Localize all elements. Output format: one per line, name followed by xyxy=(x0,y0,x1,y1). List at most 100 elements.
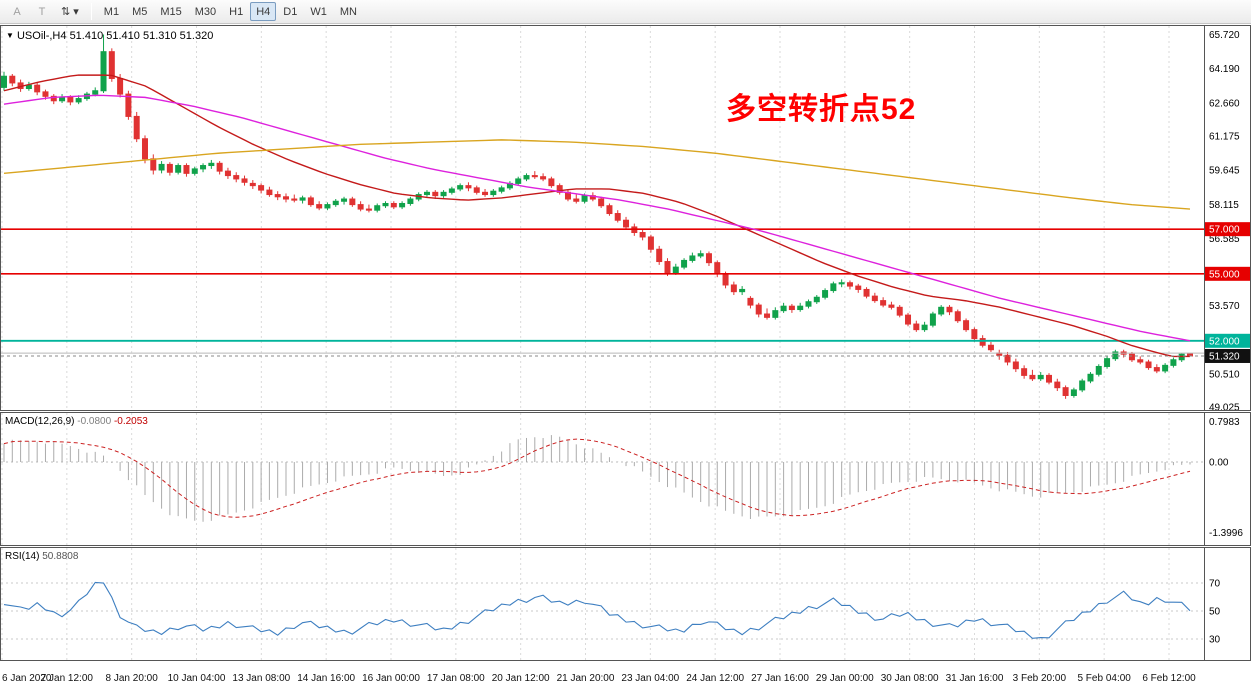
candle-body xyxy=(1004,354,1011,363)
candle-body xyxy=(722,273,729,286)
candle-body xyxy=(1112,351,1119,360)
chart-title-overlay: ▼ USOil-,H4 51.410 51.410 51.310 51.320 xyxy=(6,30,213,42)
candle-body xyxy=(324,204,331,209)
candle-body xyxy=(623,219,630,228)
candle-body xyxy=(714,262,721,275)
candle-body xyxy=(92,90,99,95)
candle-body xyxy=(880,300,887,306)
tool-text-button[interactable]: T xyxy=(30,2,54,21)
collapse-triangle-icon[interactable]: ▼ xyxy=(6,31,14,40)
time-axis-label: 31 Jan 16:00 xyxy=(945,673,1004,684)
time-axis-label: 17 Jan 08:00 xyxy=(426,673,485,684)
candle-body xyxy=(938,306,945,315)
candlestick-series xyxy=(1,34,1193,399)
macd-signal-value: -0.2053 xyxy=(113,416,148,427)
hline-price-label-box xyxy=(1205,222,1251,237)
timeframe-button-m30[interactable]: M30 xyxy=(189,2,222,21)
ohlc-values: 51.410 51.410 51.310 51.320 xyxy=(69,30,214,42)
current-price-label-box xyxy=(1205,348,1251,363)
candle-body xyxy=(556,185,563,193)
price-axis-label: 56.585 xyxy=(1209,234,1240,245)
time-axis-label: 10 Jan 04:00 xyxy=(167,673,226,684)
candle-body xyxy=(274,194,281,198)
timeframe-button-m5[interactable]: M5 xyxy=(126,2,153,21)
candle-body xyxy=(863,288,870,297)
hline-price-label: 52.000 xyxy=(1209,336,1240,347)
candle-body xyxy=(1070,389,1077,396)
symbol-title: USOil-,H4 xyxy=(16,30,67,42)
candle-body xyxy=(374,205,381,211)
time-axis-label: 27 Jan 16:00 xyxy=(751,673,809,684)
candle-body xyxy=(175,165,182,173)
time-axis-label: 6 Feb 12:00 xyxy=(1142,673,1196,684)
time-axis-label: 8 Jan 20:00 xyxy=(105,673,158,684)
price-axis-label: 59.645 xyxy=(1209,166,1240,177)
candle-body xyxy=(457,185,464,190)
tool-pointer-dropdown-button[interactable]: ⇅ ▾ xyxy=(55,2,85,21)
candle-body xyxy=(921,324,928,331)
candle-body xyxy=(316,204,323,209)
time-axis[interactable]: 6 Jan 2020 7 Jan 12:00 8 Jan 20:00 10 Jan 0… xyxy=(0,661,1251,694)
timeframe-button-m15[interactable]: M15 xyxy=(154,2,187,21)
rsi-label: RSI(14) 50.8808 xyxy=(5,551,78,562)
candle-body xyxy=(423,191,430,196)
candle-body xyxy=(548,178,555,187)
candle-body xyxy=(307,197,314,206)
candle-body xyxy=(299,197,306,201)
timeframe-button-h4[interactable]: H4 xyxy=(250,2,277,21)
candle-body xyxy=(282,196,289,200)
tool-annotate-button[interactable]: A xyxy=(5,2,29,21)
candle-body xyxy=(432,191,439,197)
candle-body xyxy=(888,304,895,308)
candle-body xyxy=(258,185,265,191)
macd-axis-label: 0.00 xyxy=(1209,458,1229,469)
candle-body xyxy=(855,285,862,290)
candle-body xyxy=(407,198,414,204)
candle-body xyxy=(664,261,671,274)
grid-vertical xyxy=(1,413,1170,545)
candle-body xyxy=(697,253,704,257)
candle-body xyxy=(788,305,795,311)
timeframe-button-h1[interactable]: H1 xyxy=(223,2,249,21)
rsi-indicator-panel[interactable]: 70 50 30 xyxy=(0,547,1251,661)
candle-body xyxy=(764,313,771,318)
time-axis-label: 6 Jan 2020 xyxy=(2,673,52,684)
candle-body xyxy=(1,75,7,88)
grid-vertical xyxy=(1,548,1170,660)
candle-body xyxy=(954,311,961,322)
candle-body xyxy=(971,329,978,340)
rsi-value: 50.8808 xyxy=(42,551,79,562)
candle-body xyxy=(772,310,779,318)
candle-body xyxy=(1079,380,1086,391)
rsi-line xyxy=(3,581,1191,639)
candle-body xyxy=(846,282,853,287)
candle-body xyxy=(50,95,57,102)
ma-slow-orange xyxy=(3,139,1191,210)
candle-body xyxy=(208,162,215,167)
candle-body xyxy=(1104,358,1111,367)
price-axis-label: 58.115 xyxy=(1209,200,1239,211)
candle-body xyxy=(241,178,248,183)
price-axis-label: 49.025 xyxy=(1209,403,1240,411)
price-axis-label: 61.175 xyxy=(1209,131,1240,142)
annotation-text[interactable]: 多空转折点52 xyxy=(726,93,917,126)
candle-body xyxy=(929,313,936,326)
candle-body xyxy=(349,198,356,206)
price-axis-label: 65.720 xyxy=(1209,30,1240,41)
timeframe-button-m1[interactable]: M1 xyxy=(98,2,125,21)
main-chart-panel[interactable]: 65.720 64.190 62.660 61.175 59.645 58.115 56.5… xyxy=(0,25,1251,411)
candle-body xyxy=(1046,374,1053,383)
rsi-name: RSI(14) xyxy=(5,551,40,562)
timeframe-button-w1[interactable]: W1 xyxy=(304,2,333,21)
candle-body xyxy=(75,98,82,103)
candle-body xyxy=(390,202,397,208)
timeframe-button-d1[interactable]: D1 xyxy=(277,2,303,21)
hline-price-label-box xyxy=(1205,266,1251,281)
candle-body xyxy=(490,190,497,196)
candle-body xyxy=(25,84,32,90)
macd-indicator-panel[interactable]: 0.7983 0.00 -1.3996 xyxy=(0,412,1251,546)
candle-body xyxy=(747,297,754,306)
candle-body xyxy=(681,259,688,268)
timeframe-button-mn[interactable]: MN xyxy=(334,2,363,21)
